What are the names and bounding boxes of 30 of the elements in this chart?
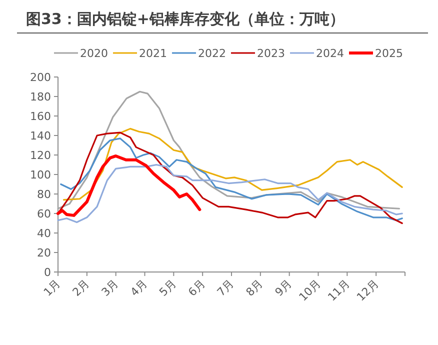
legend-label: 2023: [257, 47, 285, 60]
x-tick-label: 12月: [354, 276, 382, 304]
y-tick-label: 20: [37, 246, 51, 260]
x-tick-label: 7月: [214, 276, 237, 299]
x-tick-label: 4月: [128, 276, 150, 299]
y-tick-label: 120: [30, 149, 51, 162]
x-tick-label: 2月: [70, 276, 92, 299]
legend-label: 2020: [80, 47, 108, 60]
y-tick-label: 160: [30, 110, 51, 123]
x-tick-label: 9月: [272, 276, 294, 299]
y-tick-label: 80: [37, 188, 51, 201]
legend-label: 2022: [198, 47, 226, 60]
y-tick-label: 40: [37, 227, 51, 240]
legend-label: 2021: [139, 47, 167, 60]
chart-title: 图33：国内铝锭+铝棒库存变化（单位：万吨）: [26, 10, 344, 28]
y-tick-label: 180: [30, 90, 51, 104]
x-tick-label: 1月: [41, 276, 64, 299]
legend-label: 2024: [316, 47, 344, 60]
y-tick-label: 140: [30, 130, 51, 142]
y-tick-label: 100: [30, 168, 51, 182]
legend-label: 2025: [375, 47, 403, 60]
y-tick-label: 60: [37, 208, 51, 220]
x-tick-label: 8月: [244, 276, 266, 299]
x-tick-label: 3月: [99, 276, 121, 299]
y-tick-label: 0: [44, 266, 51, 279]
x-tick-label: 5月: [156, 276, 179, 299]
x-tick-label: 10月: [296, 276, 324, 304]
y-tick-label: 200: [30, 71, 51, 84]
x-tick-label: 11月: [325, 276, 352, 304]
x-tick-label: 6月: [186, 276, 208, 299]
